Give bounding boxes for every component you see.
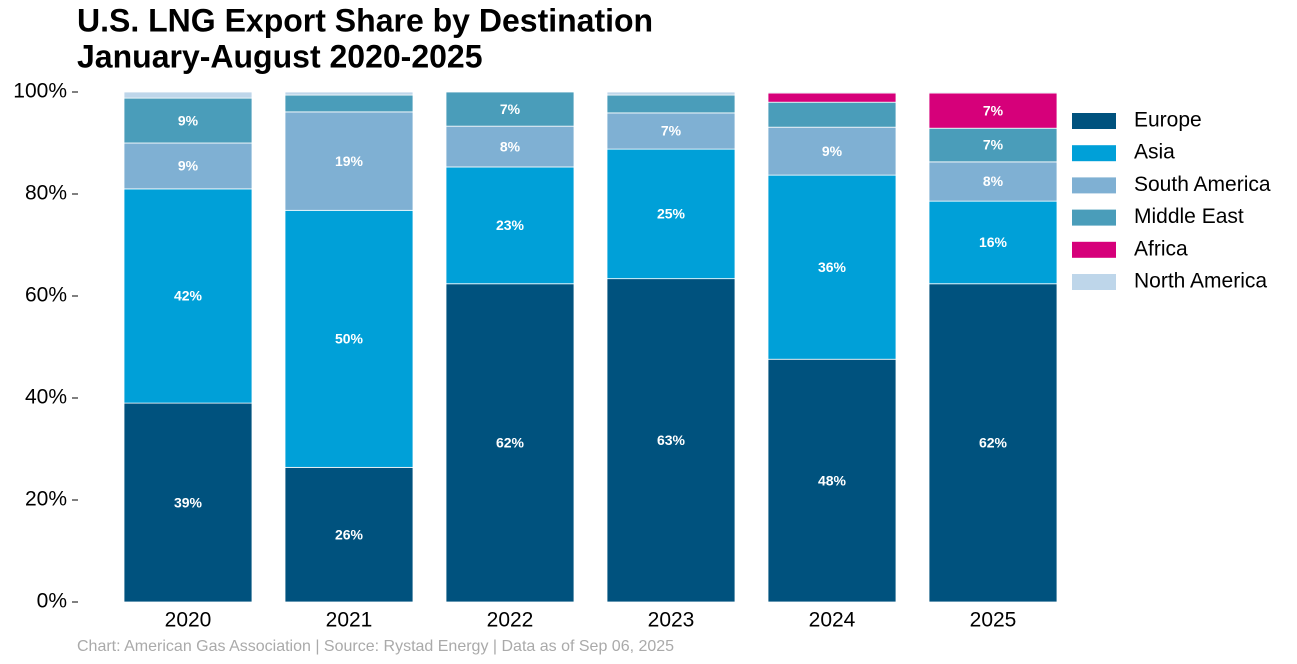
legend-label: Europe [1134, 109, 1202, 132]
data-label: 23% [496, 217, 525, 233]
chart-subtitle: January-August 2020-2025 [77, 38, 483, 74]
data-label: 26% [335, 526, 364, 542]
legend-swatch [1072, 177, 1116, 194]
bar-segment [928, 161, 1058, 202]
y-tick-label: 0% [37, 590, 67, 613]
bar-segment [445, 125, 575, 168]
data-label: 63% [657, 432, 686, 448]
bar-segment [928, 92, 1058, 129]
legend-label: North America [1134, 270, 1267, 293]
data-label: 62% [496, 435, 525, 451]
bar-segment [123, 142, 253, 190]
data-label: 7% [500, 101, 521, 117]
legend-swatch [1072, 113, 1116, 129]
bar-segment [767, 91, 897, 94]
legend-swatch [1072, 209, 1116, 226]
data-label: 9% [178, 112, 199, 128]
bar-segment [767, 92, 897, 103]
source-note: Chart: American Gas Association | Source… [77, 638, 674, 655]
bar-segment [767, 174, 897, 360]
bar-segment [445, 166, 575, 285]
y-tick-label: 80% [25, 182, 67, 205]
bar-segment [445, 91, 575, 127]
x-tick-label: 2020 [165, 609, 212, 632]
data-label: 36% [818, 259, 847, 275]
data-label: 7% [661, 123, 682, 139]
bar-segment [284, 91, 414, 96]
bar-segment [445, 283, 575, 603]
bar-segment [767, 358, 897, 603]
data-label: 19% [335, 153, 364, 169]
data-label: 48% [818, 472, 847, 488]
legend-label: Africa [1134, 237, 1188, 260]
data-label: 39% [174, 494, 203, 510]
bar-segment [928, 127, 1058, 163]
bar-segment [606, 148, 736, 280]
legend-swatch [1072, 241, 1116, 258]
bar-segment [123, 91, 253, 99]
chart-title: U.S. LNG Export Share by Destination [77, 2, 653, 38]
legend-label: Middle East [1134, 205, 1244, 228]
y-tick-label: 60% [25, 284, 67, 307]
data-label: 9% [822, 143, 843, 159]
bar-segment [928, 200, 1058, 285]
bar-segment [284, 466, 414, 603]
data-label: 25% [657, 206, 686, 222]
bar-segment [767, 101, 897, 128]
data-label: 50% [335, 331, 364, 347]
bar-segment [284, 111, 414, 211]
x-tick-label: 2021 [326, 609, 373, 632]
bar-segment [284, 209, 414, 468]
y-tick-label: 20% [25, 488, 67, 511]
x-tick-label: 2023 [648, 609, 695, 632]
data-label: 42% [174, 288, 203, 304]
legend-swatch [1072, 274, 1116, 290]
y-tick-label: 100% [13, 80, 67, 103]
bar-segment [767, 126, 897, 176]
bar-segment [606, 91, 736, 96]
legend-swatch [1072, 145, 1116, 162]
bar-segment [606, 112, 736, 150]
bar-segment [606, 94, 736, 114]
legend-label: Asia [1134, 141, 1175, 164]
x-tick-label: 2022 [487, 609, 534, 632]
data-label: 7% [983, 102, 1004, 118]
x-tick-label: 2025 [970, 609, 1017, 632]
bar-segment [928, 91, 1058, 94]
bar-segment [606, 278, 736, 603]
data-label: 8% [500, 138, 521, 154]
data-label: 9% [178, 158, 199, 174]
x-tick-label: 2024 [809, 609, 856, 632]
legend-label: South America [1134, 173, 1271, 196]
y-tick-label: 40% [25, 386, 67, 409]
data-label: 62% [979, 435, 1008, 451]
data-label: 16% [979, 234, 1008, 250]
data-label: 8% [983, 173, 1004, 189]
bar-segment [284, 94, 414, 113]
bar-segment [123, 188, 253, 404]
bar-segment [123, 402, 253, 603]
data-label: 7% [983, 137, 1004, 153]
